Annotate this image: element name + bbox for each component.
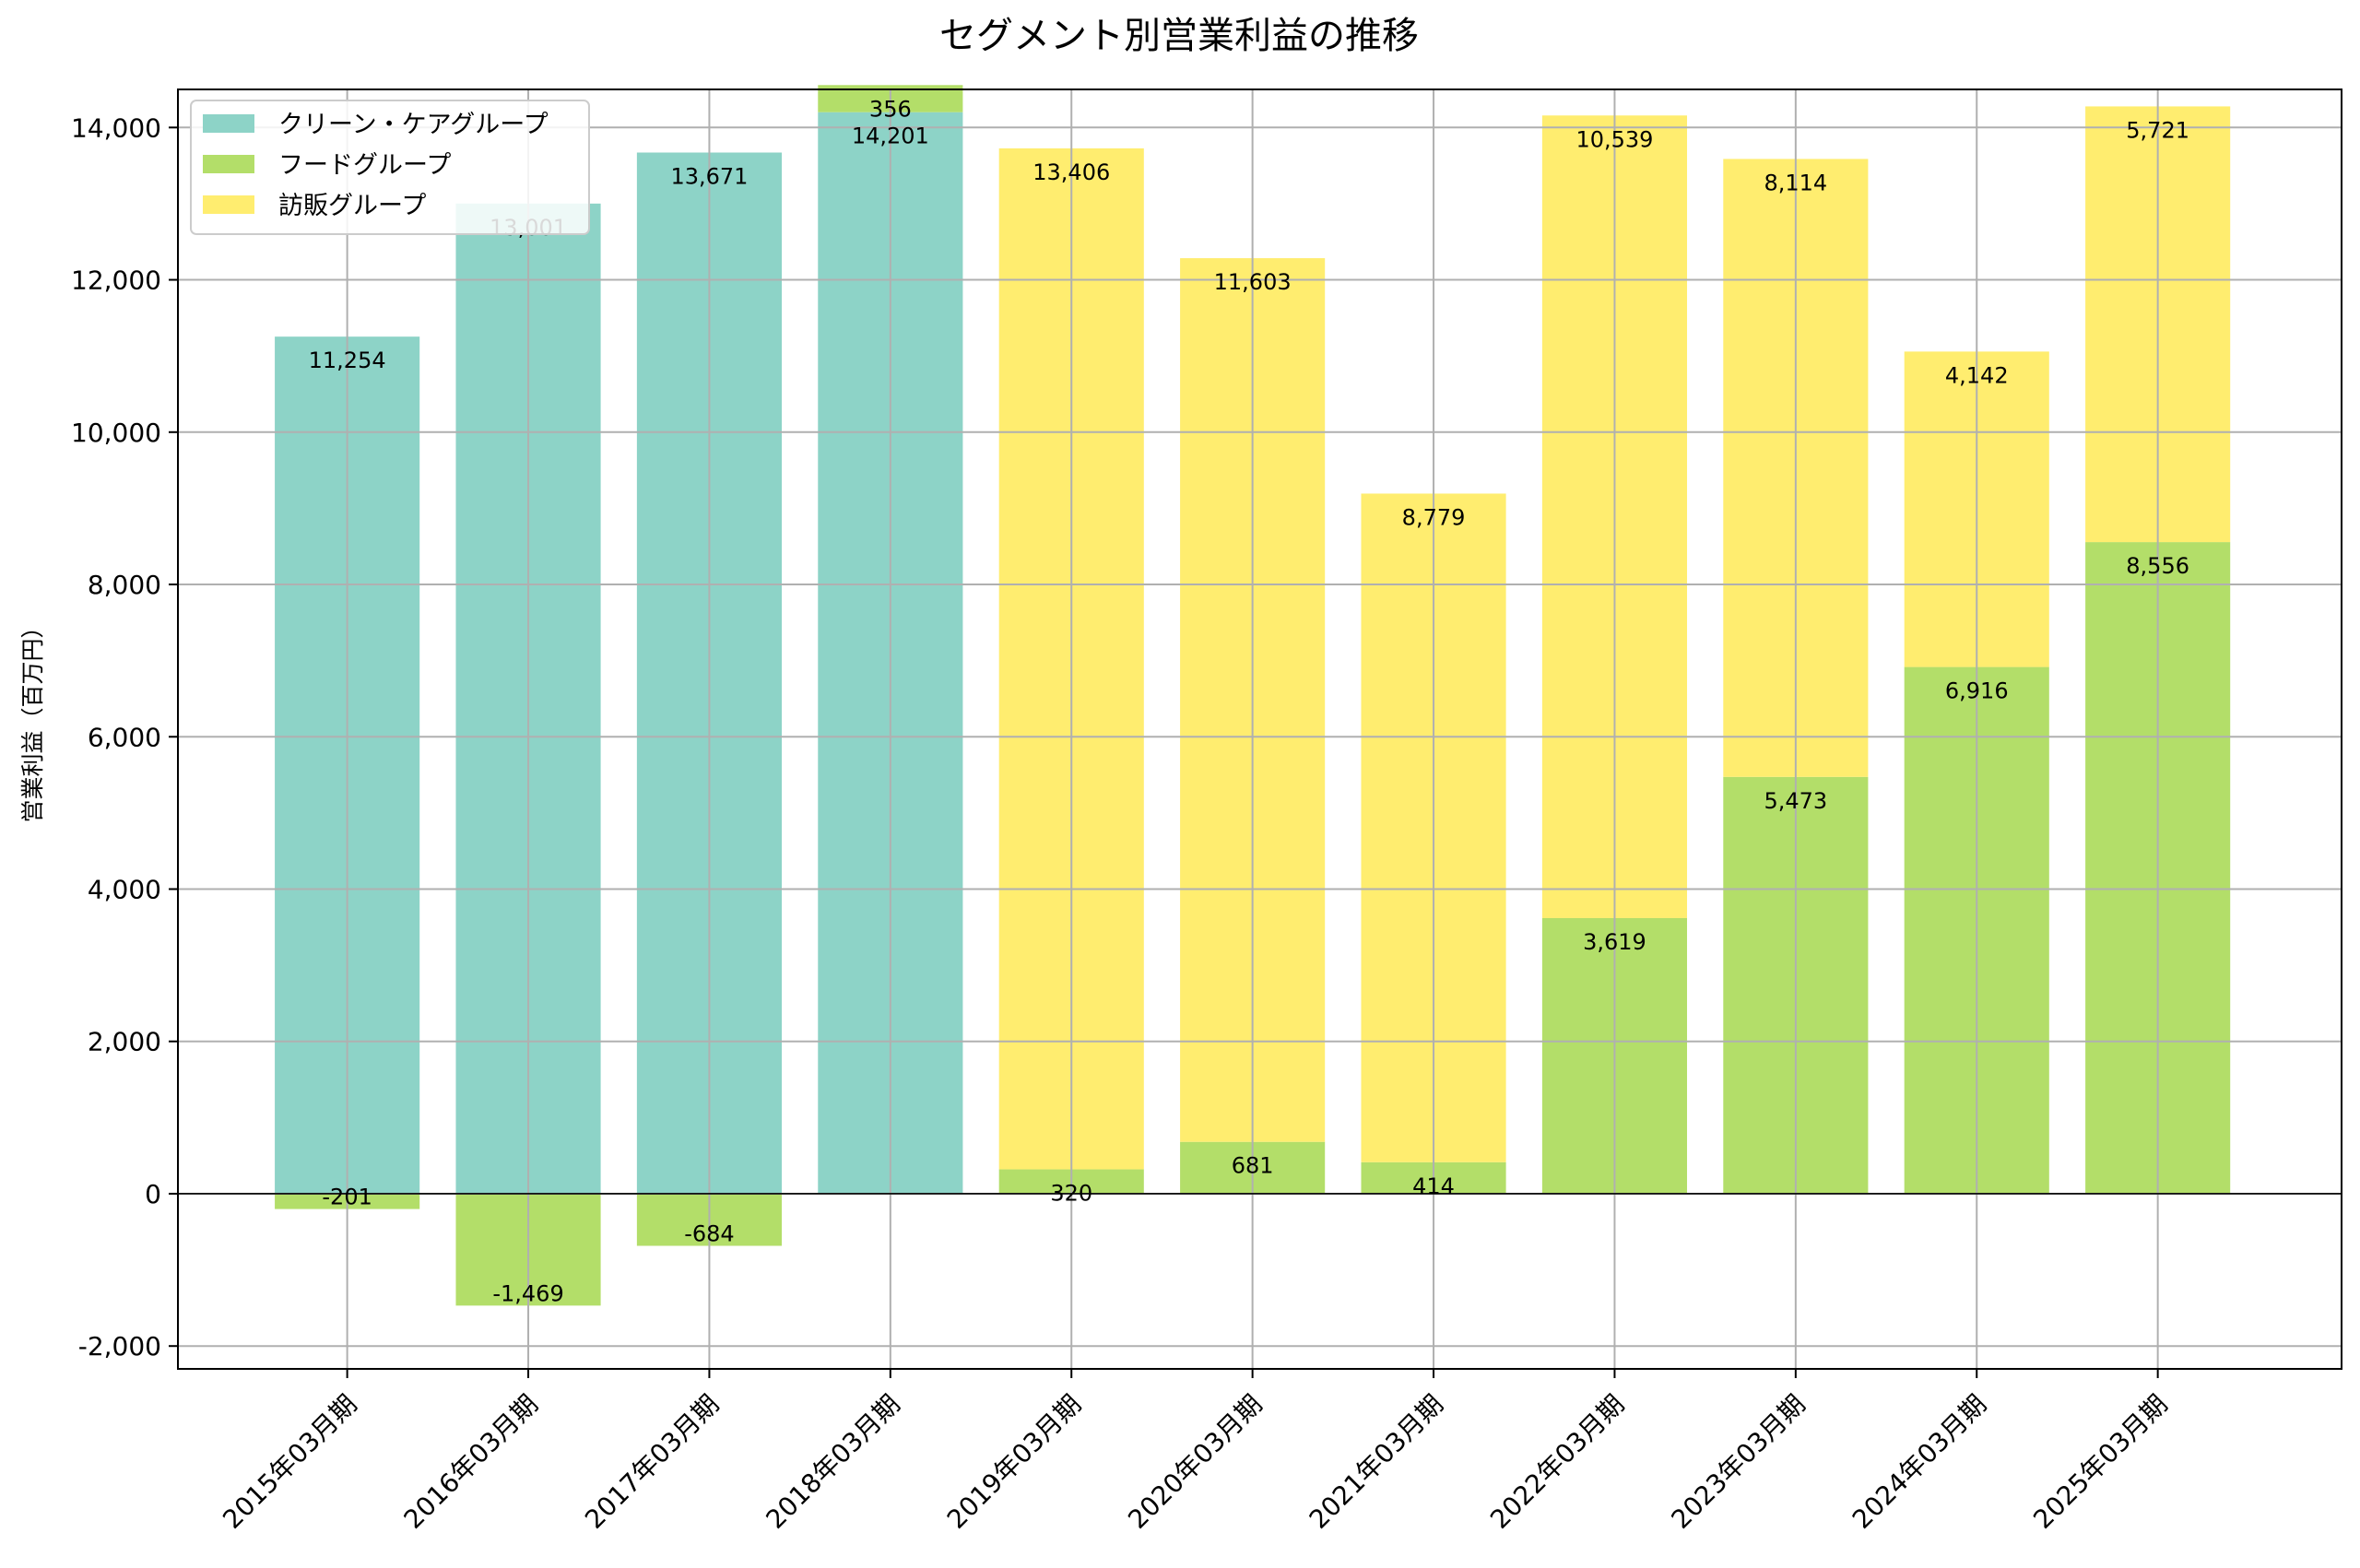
- x-tick-label-7: 2022年03月期: [1484, 1389, 1630, 1535]
- data-label-1-8: 5,473: [1764, 788, 1827, 814]
- data-label-0-3: 14,201: [852, 124, 929, 149]
- data-label-1-1: -1,469: [492, 1280, 563, 1306]
- x-tick-label-10: 2025年03月期: [2027, 1389, 2173, 1535]
- x-tick-label-5: 2020年03月期: [1122, 1389, 1268, 1535]
- x-tick-label-2: 2017年03月期: [579, 1389, 725, 1535]
- legend-swatch-1: [203, 155, 254, 173]
- y-tick-label-6: 10,000: [71, 418, 161, 448]
- data-label-2-10: 5,721: [2126, 117, 2189, 143]
- x-tick-label-4: 2019年03月期: [941, 1389, 1087, 1535]
- data-label-1-7: 3,619: [1583, 929, 1646, 955]
- y-tick-label-5: 8,000: [88, 570, 161, 600]
- x-tick-label-1: 2016年03月期: [398, 1389, 544, 1535]
- y-tick-label-7: 12,000: [71, 265, 161, 296]
- data-label-1-0: -201: [322, 1185, 372, 1210]
- plot-layer: 11,254-20113,001-1,46913,671-68414,20135…: [71, 85, 2342, 1535]
- chart-title: セグメント別営業利益の推移: [939, 15, 1419, 57]
- legend-swatch-2: [203, 195, 254, 214]
- x-axis-group: 2015年03月期 2016年03月期 2017年03月期 2018年03月期 2019…: [217, 1369, 2174, 1535]
- data-label-1-4: 320: [1050, 1181, 1092, 1207]
- x-tick-label-8: 2023年03月期: [1665, 1389, 1811, 1535]
- data-label-1-6: 414: [1412, 1173, 1455, 1199]
- data-label-1-3: 356: [869, 96, 912, 122]
- legend-label-2: 訪販グループ: [278, 192, 426, 220]
- x-tick-label-6: 2021年03月期: [1304, 1389, 1449, 1535]
- data-label-0-0: 11,254: [309, 348, 386, 373]
- y-tick-label-2: 2,000: [88, 1027, 161, 1057]
- legend-box: [190, 100, 590, 235]
- data-label-1-5: 681: [1232, 1153, 1274, 1179]
- data-label-2-4: 13,406: [1032, 159, 1110, 185]
- data-label-2-5: 11,603: [1214, 269, 1292, 295]
- y-tick-label-1: 0: [145, 1179, 161, 1209]
- data-label-2-8: 8,114: [1764, 170, 1827, 195]
- data-label-2-7: 10,539: [1575, 126, 1653, 152]
- x-tick-label-9: 2024年03月期: [1847, 1389, 1992, 1535]
- data-label-1-2: -684: [684, 1220, 734, 1246]
- legend-label-0: クリーン・ケアグループ: [278, 111, 549, 139]
- y-axis-label: 営業利益（百万円）: [19, 615, 46, 822]
- y-tick-label-0: -2,000: [78, 1331, 161, 1362]
- data-label-0-2: 13,671: [670, 163, 748, 189]
- y-tick-label-4: 6,000: [88, 722, 161, 752]
- plot-frame: [177, 88, 2342, 1370]
- y-tick-label-3: 4,000: [88, 875, 161, 905]
- x-tick-label-0: 2015年03月期: [217, 1389, 362, 1535]
- y-axis-group: -2,000 0 2,000 4,000 6,000 8,000 10,000 12,000 1…: [71, 112, 178, 1362]
- data-label-1-9: 6,916: [1945, 678, 2009, 704]
- data-label-2-6: 8,779: [1402, 504, 1466, 530]
- y-tick-label-8: 14,000: [71, 112, 161, 143]
- legend-label-1: フードグループ: [278, 151, 451, 180]
- data-label-1-10: 8,556: [2126, 553, 2189, 579]
- x-tick-label-3: 2018年03月期: [760, 1389, 905, 1535]
- grid-group: [178, 89, 2342, 1369]
- legend-swatch-0: [203, 114, 254, 133]
- data-label-2-9: 4,142: [1945, 362, 2009, 388]
